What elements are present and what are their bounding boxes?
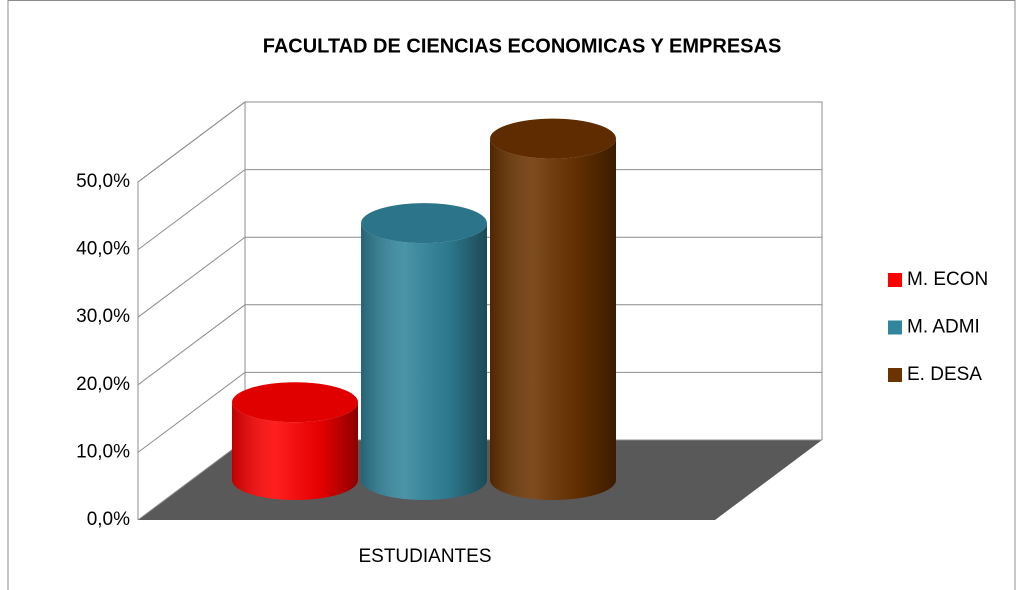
cylinder-top [490,118,616,159]
y-tick-label: 50,0% [76,171,130,192]
legend-swatch [888,320,902,335]
cylinder-top [232,382,358,423]
cylinder-shade [490,138,616,500]
y-tick-label: 30,0% [76,306,130,327]
legend-label: M. ECON [907,269,988,290]
y-tick-label: 0,0% [87,509,130,530]
grid-line [137,371,822,453]
legend-label: M. ADMI [907,317,980,338]
y-tick-label: 40,0% [76,239,130,260]
cylinder-top-shade [361,203,487,244]
x-tick-label: ESTUDIANTES [358,546,491,567]
legend-swatch [888,273,902,287]
cylinder-top [361,203,487,244]
chart-title: FACULTAD DE CIENCIAS ECONOMICAS Y EMPRES… [263,35,782,57]
y-tick-label: 10,0% [76,441,130,462]
y-tick-label: 20,0% [76,374,130,395]
grid-line [137,101,822,183]
legend-label: E. DESA [907,364,982,385]
cylinder-shade [361,223,487,500]
grid-line [137,304,822,386]
legend-swatch [888,368,902,382]
cylinder-top-shade [490,118,616,159]
grid-line [137,236,822,318]
cylinder-top-shade [232,382,358,423]
grid-line [137,169,822,251]
cylinder-shade [232,402,358,500]
